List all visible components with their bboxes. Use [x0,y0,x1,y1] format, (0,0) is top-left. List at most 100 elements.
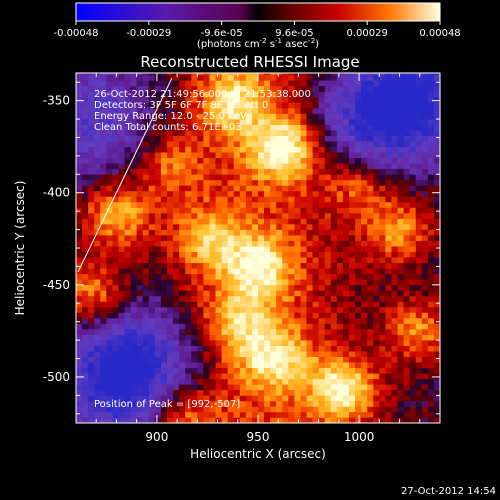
heatmap-cell [379,284,386,291]
heatmap-cell [349,262,356,269]
heatmap-cell [294,74,301,81]
heatmap-cell [82,130,89,136]
heatmap-cell [221,406,228,413]
heatmap-cell [349,80,356,87]
heatmap-cell [282,185,289,192]
heatmap-cell [258,411,265,418]
heatmap-cell [336,257,344,264]
heatmap-cell [82,251,89,258]
heatmap-cell [233,108,241,114]
heatmap-cell [391,124,398,131]
heatmap-cell [258,251,265,258]
heatmap-cell [136,367,144,374]
heatmap-cell [76,306,83,313]
heatmap-cell [173,417,180,423]
heatmap-cell [179,80,186,87]
heatmap-cell [361,213,368,219]
heatmap-cell [264,411,271,418]
heatmap-cell [124,367,131,374]
heatmap-cell [361,373,368,380]
heatmap-cell [191,306,198,313]
heatmap-cell [373,279,380,286]
heatmap-cell [160,224,168,230]
heatmap-cell [167,91,174,98]
heatmap-cell [179,224,186,230]
heatmap-cell [100,163,107,170]
heatmap-cell [282,251,289,258]
heatmap-cell [336,74,344,81]
heatmap-cell [130,119,137,125]
heatmap-cell [288,362,295,369]
heatmap-cell [179,119,186,125]
heatmap-cell [403,356,410,363]
heatmap-cell [82,290,89,297]
heatmap-cell [355,229,362,236]
heatmap-cell [112,312,119,319]
heatmap-cell [355,185,362,192]
heatmap-cell [82,235,89,241]
heatmap-cell [167,113,174,120]
heatmap-cell [270,262,277,269]
heatmap-cell [306,340,313,346]
heatmap-cell [385,213,392,219]
heatmap-cell [330,130,338,136]
heatmap-cell [82,135,89,142]
heatmap-cell [227,378,235,385]
heatmap-cell [197,163,204,170]
heatmap-cell [245,284,253,291]
heatmap-cell [221,190,228,197]
heatmap-cell [373,113,380,120]
heatmap-cell [227,395,235,402]
heatmap-cell [148,185,156,192]
heatmap-cell [409,163,417,170]
heatmap-cell [233,411,241,418]
heatmap-cell [288,218,295,225]
heatmap-cell [336,168,344,175]
heatmap-cell [349,108,356,114]
heatmap-cell [409,356,417,363]
heatmap-cell [112,130,119,136]
heatmap-cell [106,102,113,109]
heatmap-cell [112,235,119,241]
heatmap-cell [367,329,374,335]
heatmap-cell [306,411,313,418]
heatmap-cell [336,284,344,291]
heatmap-cell [160,141,168,147]
heatmap-cell [185,290,192,297]
heatmap-cell [391,362,398,369]
heatmap-cell [173,218,180,225]
heatmap-cell [409,213,417,219]
heatmap-cell [306,345,313,352]
heatmap-cell [330,224,338,230]
heatmap-cell [330,157,338,164]
heatmap-cell [282,130,289,136]
heatmap-cell [282,301,289,308]
heatmap-cell [330,395,338,402]
heatmap-cell [427,157,435,164]
heatmap-cell [258,290,265,297]
heatmap-cell [185,246,192,252]
heatmap-cell [215,417,222,423]
heatmap-cell [312,174,319,181]
heatmap-cell [258,395,265,402]
heatmap-cell [282,345,289,352]
heatmap-cell [270,152,277,159]
heatmap-cell [215,96,222,103]
heatmap-cell [112,262,119,269]
heatmap-cell [154,295,162,302]
heatmap-cell [258,224,265,230]
heatmap-cell [306,207,313,214]
heatmap-cell [112,389,119,396]
heatmap-cell [209,378,216,385]
heatmap-cell [312,141,319,147]
heatmap-cell [88,334,95,341]
heatmap-cell [421,124,429,131]
heatmap-cell [185,108,192,114]
heatmap-cell [367,268,374,275]
heatmap-cell [294,185,301,192]
heatmap-cell [276,367,283,374]
heatmap-cell [330,152,338,159]
heatmap-cell [397,251,404,258]
heatmap-cell [397,290,404,297]
heatmap-cell [148,329,156,335]
